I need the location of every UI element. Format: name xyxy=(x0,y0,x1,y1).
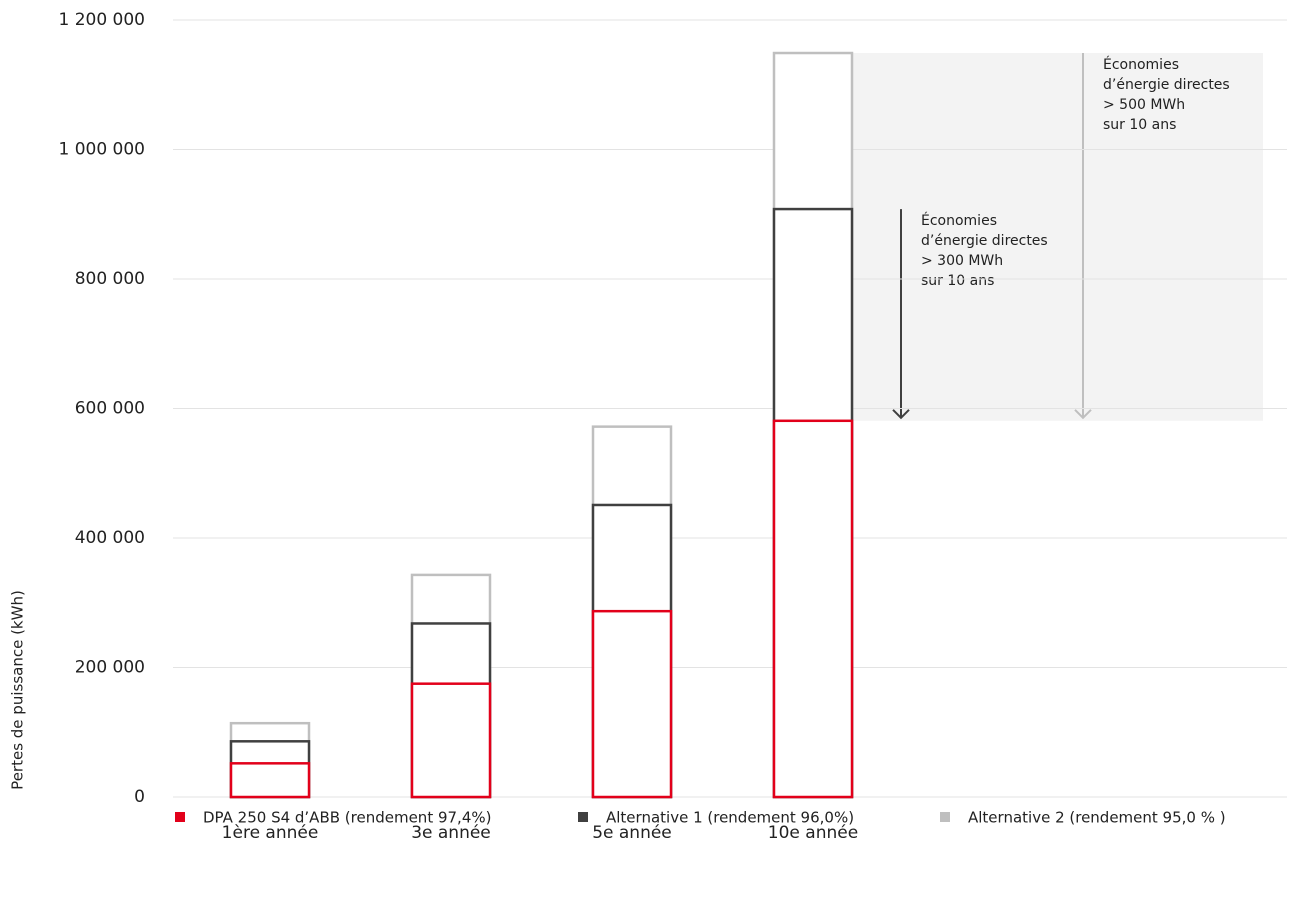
annotation: d’énergie directes xyxy=(1103,77,1230,93)
y-tick-label: 1 000 000 xyxy=(58,140,145,160)
y-tick-label: 200 000 xyxy=(75,658,145,678)
annotation: Économies xyxy=(921,212,997,229)
annotation: d’énergie directes xyxy=(921,233,1048,249)
y-tick-label: 0 xyxy=(134,787,145,807)
annotation-layer: Économies d’énergie directes > 300 MWh sur … xyxy=(852,53,1263,421)
y-tick-label: 800 000 xyxy=(75,269,145,289)
x-tick-label: 10e année xyxy=(768,823,858,843)
x-tick-label: 1ère année xyxy=(222,823,319,843)
legend-swatch xyxy=(175,812,185,822)
arrow-head xyxy=(1074,409,1092,420)
legend-swatch xyxy=(578,812,588,822)
x-tick-label: 3e année xyxy=(411,823,491,843)
legend-label: Alternative 1 (rendement 96,0%) xyxy=(606,809,854,827)
y-tick-label: 600 000 xyxy=(75,399,145,419)
x-tick-label: 5e année xyxy=(592,823,672,843)
legend-swatch xyxy=(940,812,950,822)
bar xyxy=(410,682,492,799)
annotation: sur 10 ans xyxy=(1103,117,1176,133)
bar xyxy=(229,762,311,799)
y-axis-label: Pertes de puissance (kWh) xyxy=(9,590,27,790)
arrow-head xyxy=(892,409,910,420)
bar xyxy=(591,609,673,799)
savings-area xyxy=(852,53,1263,421)
legend-label: DPA 250 S4 d’ABB (rendement 97,4%) xyxy=(203,809,491,827)
y-tick-label: 400 000 xyxy=(75,528,145,548)
annotation: > 300 MWh xyxy=(921,253,1003,269)
y-tick-label: 1 200 000 xyxy=(58,10,145,30)
bar xyxy=(772,419,854,799)
annotation: Économies xyxy=(1103,56,1179,73)
annotation: sur 10 ans xyxy=(921,273,994,289)
legend-label: Alternative 2 (rendement 95,0 % ) xyxy=(968,809,1226,827)
annotation: > 500 MWh xyxy=(1103,97,1185,113)
